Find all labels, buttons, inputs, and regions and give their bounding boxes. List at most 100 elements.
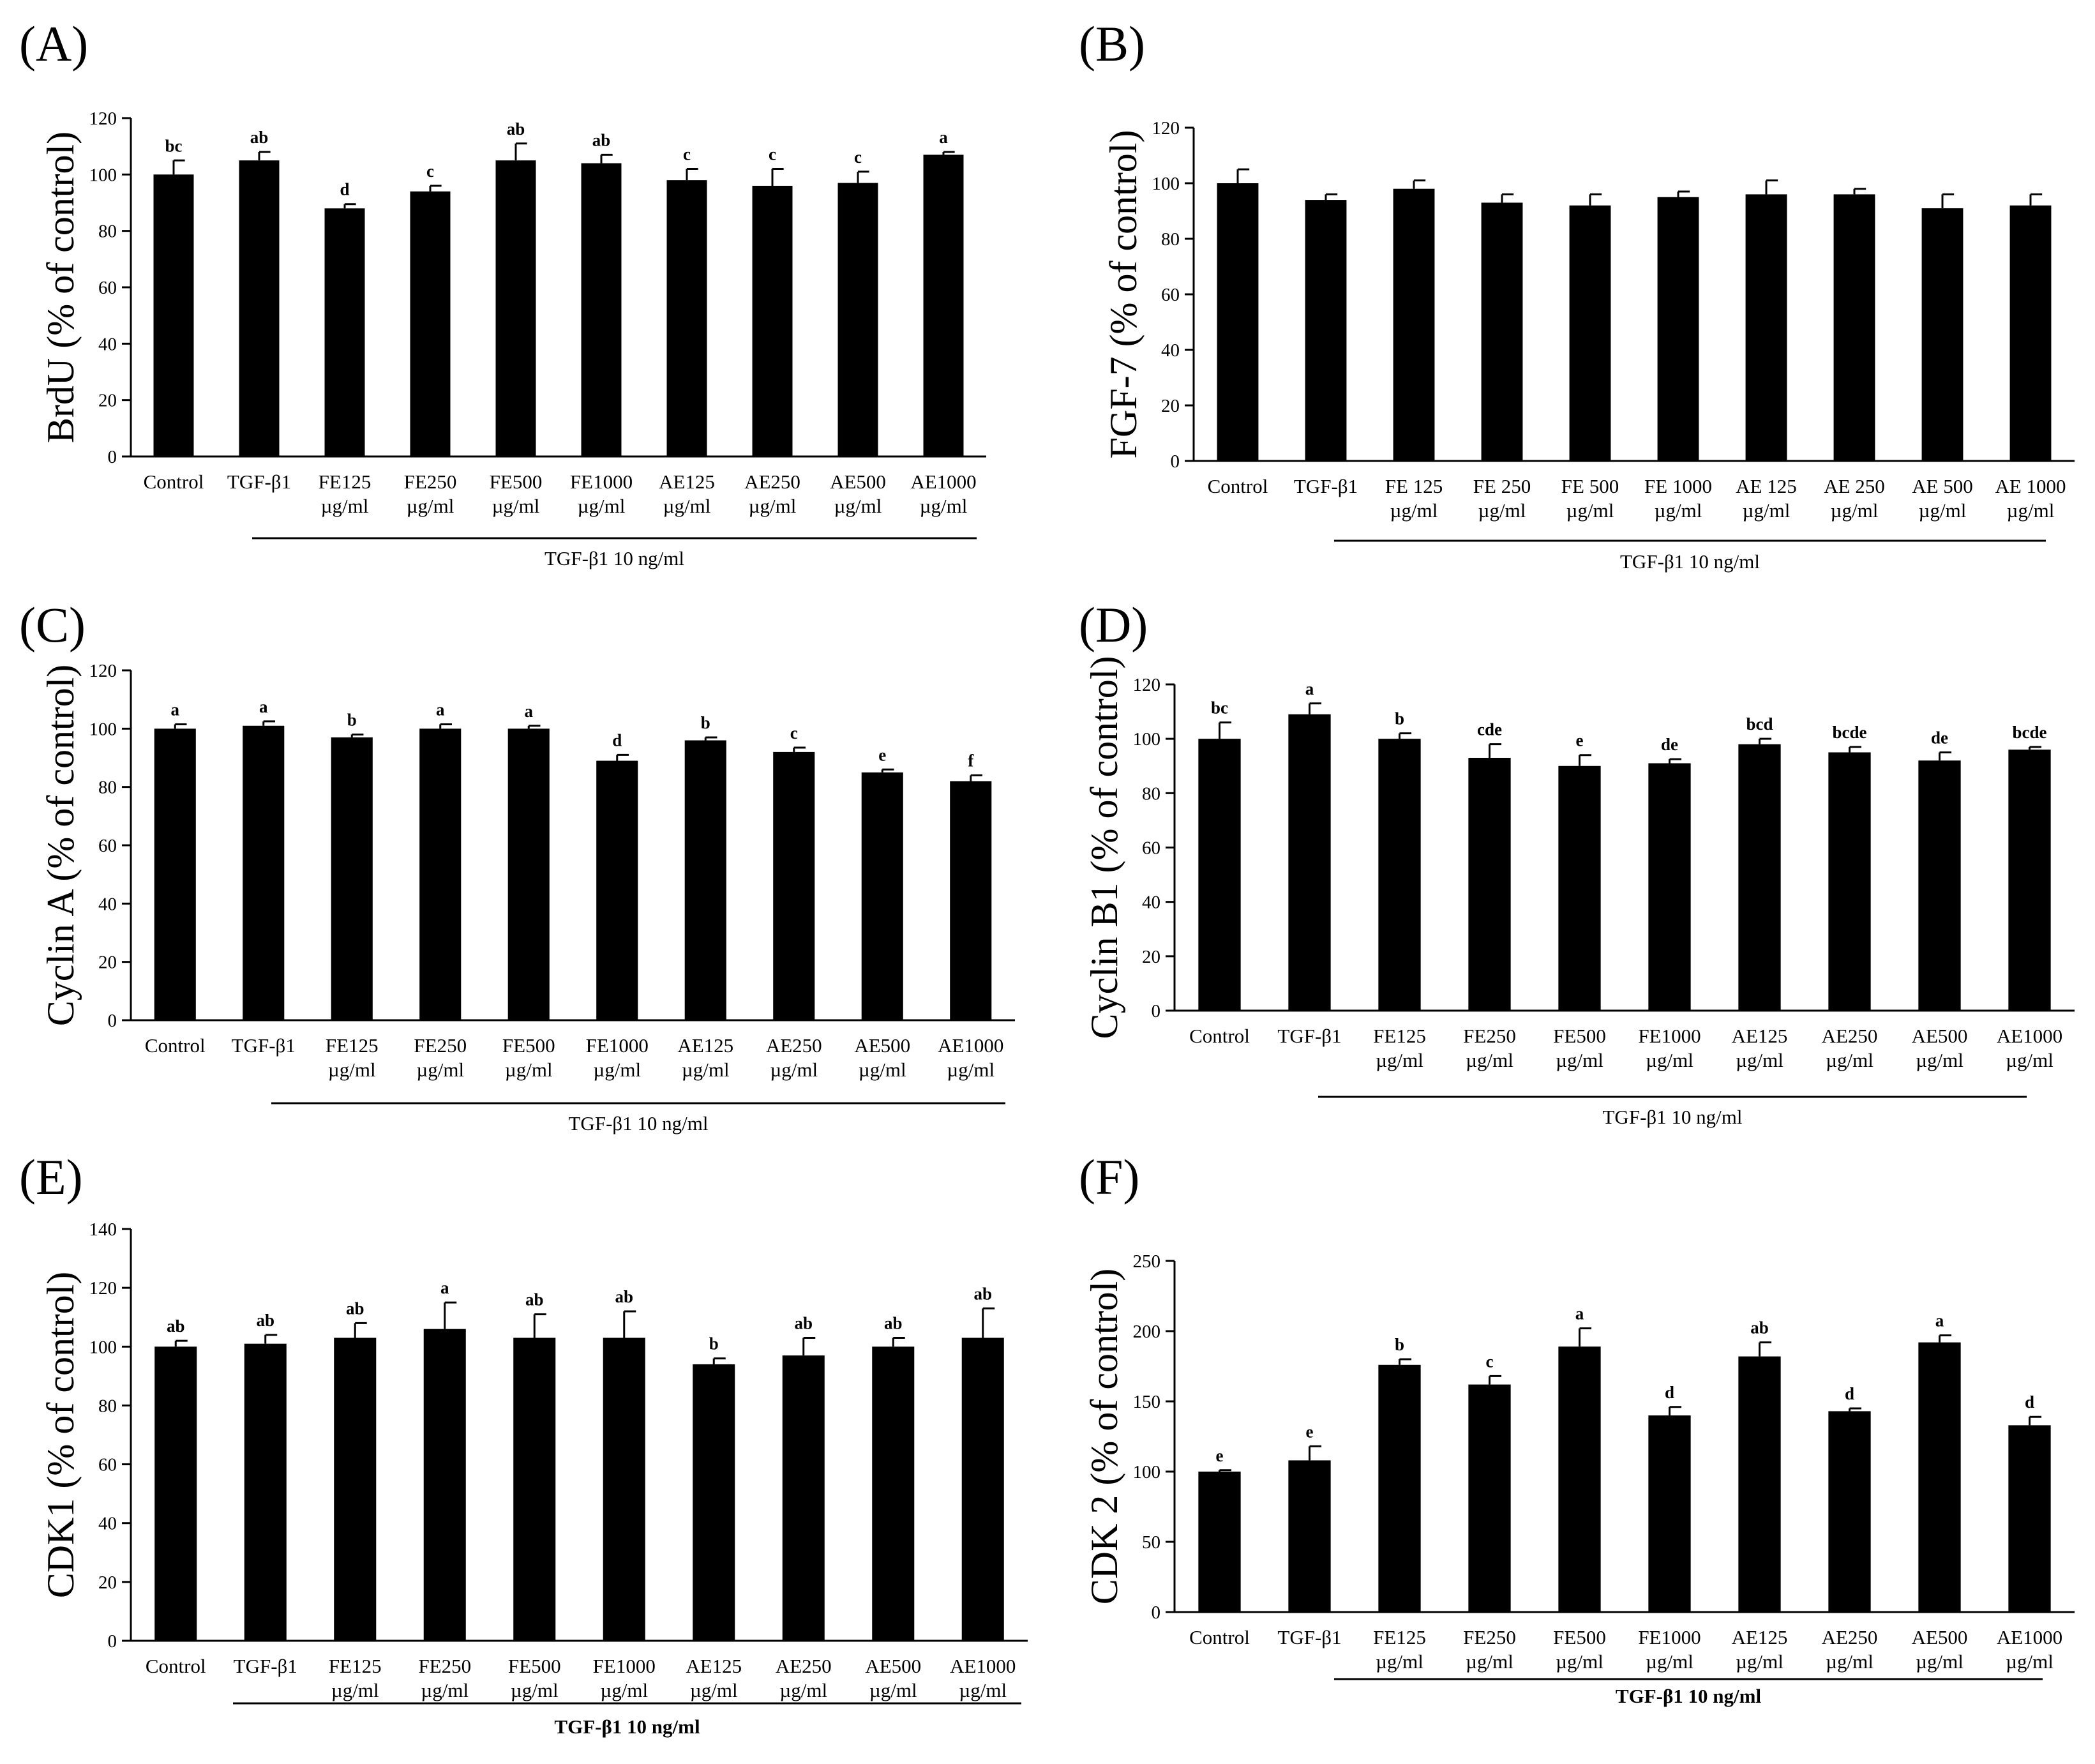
category-label: µg/ml — [2006, 1049, 2054, 1071]
y-tick-label: 20 — [98, 1572, 117, 1593]
category-label: µg/ml — [593, 1059, 641, 1081]
significance-letter: ab — [884, 1313, 903, 1332]
category-label: µg/ml — [331, 1679, 379, 1701]
category-label: µg/ml — [1646, 1049, 1693, 1071]
significance-letter: b — [1395, 709, 1404, 728]
category-label: FE500 — [502, 1034, 555, 1057]
bar — [596, 760, 638, 1020]
category-label: AE250 — [1822, 1626, 1878, 1648]
significance-letter: d — [1665, 1383, 1674, 1402]
bar — [334, 1338, 377, 1641]
panel-label: (B) — [1079, 16, 1145, 72]
y-tick-label: 40 — [1161, 340, 1180, 361]
y-tick-label: 0 — [1152, 1602, 1161, 1623]
category-label: FE1000 — [586, 1034, 649, 1057]
bar — [423, 1329, 466, 1641]
category-label: FE 1000 — [1644, 475, 1712, 497]
category-label: AE500 — [1912, 1626, 1968, 1648]
significance-letter: ab — [615, 1287, 633, 1306]
significance-letter: c — [426, 162, 434, 181]
category-label: µg/ml — [1556, 1049, 1603, 1071]
y-tick-label: 100 — [89, 165, 117, 185]
treatment-label: TGF-β1 10 ng/ml — [569, 1112, 709, 1135]
category-label: AE1000 — [1997, 1025, 2062, 1047]
category-label: µg/ml — [2007, 499, 2055, 522]
significance-letter: f — [968, 751, 974, 770]
y-axis-title: BrdU (% of control) — [40, 132, 82, 443]
category-label: µg/ml — [1736, 1650, 1783, 1673]
category-label: Control — [1189, 1626, 1250, 1648]
category-label: AE125 — [686, 1655, 742, 1677]
significance-letter: a — [1305, 679, 1314, 698]
bar — [684, 740, 726, 1020]
chart-panel-1: (A) 0 20 40 60 80 100 120 BrdU (% of control) bc C… — [19, 16, 986, 569]
category-label: FE125 — [1373, 1025, 1426, 1047]
category-label: µg/ml — [328, 1059, 376, 1081]
significance-letter: bcde — [1833, 723, 1867, 742]
category-label: AE125 — [1732, 1025, 1788, 1047]
bar — [1288, 714, 1331, 1011]
category-label: µg/ml — [959, 1679, 1007, 1701]
category-label: µg/ml — [416, 1059, 464, 1081]
bar — [1921, 208, 1964, 461]
category-label: FE 500 — [1561, 475, 1619, 497]
category-label: µg/ml — [869, 1679, 917, 1701]
significance-letter: b — [709, 1334, 719, 1353]
y-tick-label: 0 — [108, 1011, 117, 1031]
category-label: AE500 — [865, 1655, 921, 1677]
category-label: TGF-β1 — [234, 1655, 297, 1677]
y-tick-label: 0 — [1152, 1001, 1161, 1021]
category-label: µg/ml — [2006, 1650, 2054, 1673]
significance-letter: c — [790, 723, 798, 743]
category-label: µg/ml — [421, 1679, 469, 1701]
y-tick-label: 80 — [98, 778, 117, 798]
y-axis-title: FGF-7 (% of control) — [1102, 130, 1145, 459]
significance-letter: a — [1575, 1304, 1584, 1323]
y-tick-label: 100 — [89, 1337, 117, 1357]
category-label: TGF-β1 — [1277, 1025, 1341, 1047]
panel-label: (D) — [1079, 597, 1148, 652]
y-tick-label: 80 — [98, 1396, 117, 1416]
category-label: AE125 — [677, 1034, 733, 1057]
treatment-label: TGF-β1 10 ng/ml — [1603, 1106, 1743, 1128]
y-tick-label: 200 — [1133, 1322, 1161, 1342]
bar — [324, 208, 365, 456]
category-label: µg/ml — [1646, 1650, 1693, 1673]
category-label: AE500 — [830, 471, 886, 493]
y-tick-label: 20 — [98, 953, 117, 973]
category-label: µg/ml — [1919, 499, 1967, 522]
category-label: µg/ml — [859, 1059, 906, 1081]
significance-letter: b — [1395, 1335, 1404, 1354]
category-label: FE500 — [1553, 1626, 1606, 1648]
significance-letter: bc — [1211, 698, 1228, 718]
category-label: TGF-β1 — [1294, 475, 1358, 497]
significance-letter: de — [1661, 735, 1678, 754]
category-label: µg/ml — [1376, 1650, 1423, 1673]
chart-panel-3: (C) 0 20 40 60 80 100 120 Cyclin A (% of control… — [19, 597, 1015, 1135]
category-label: µg/ml — [920, 495, 968, 517]
category-label: FE125 — [1373, 1626, 1426, 1648]
y-tick-label: 0 — [108, 1631, 117, 1652]
category-label: Control — [146, 1655, 206, 1677]
category-label: AE125 — [659, 471, 715, 493]
treatment-label: TGF-β1 10 ng/ml — [554, 1715, 700, 1738]
bar — [837, 183, 878, 456]
significance-letter: d — [612, 730, 622, 750]
significance-letter: cde — [1477, 720, 1502, 739]
treatment-label: TGF-β1 10 ng/ml — [1616, 1685, 1762, 1707]
bar — [419, 728, 462, 1020]
category-label: µg/ml — [407, 495, 454, 517]
y-tick-label: 100 — [1133, 729, 1161, 750]
category-label: TGF-β1 — [227, 471, 291, 493]
bar — [1828, 752, 1871, 1011]
bar — [1745, 194, 1787, 461]
bar — [1648, 763, 1691, 1011]
y-tick-label: 120 — [1152, 118, 1180, 139]
significance-letter: d — [1845, 1384, 1854, 1403]
y-tick-label: 120 — [89, 1278, 117, 1299]
significance-letter: a — [1935, 1311, 1944, 1331]
significance-letter: bcd — [1746, 714, 1773, 734]
y-tick-label: 120 — [89, 109, 117, 129]
bar — [239, 160, 280, 456]
bar — [1481, 202, 1523, 461]
